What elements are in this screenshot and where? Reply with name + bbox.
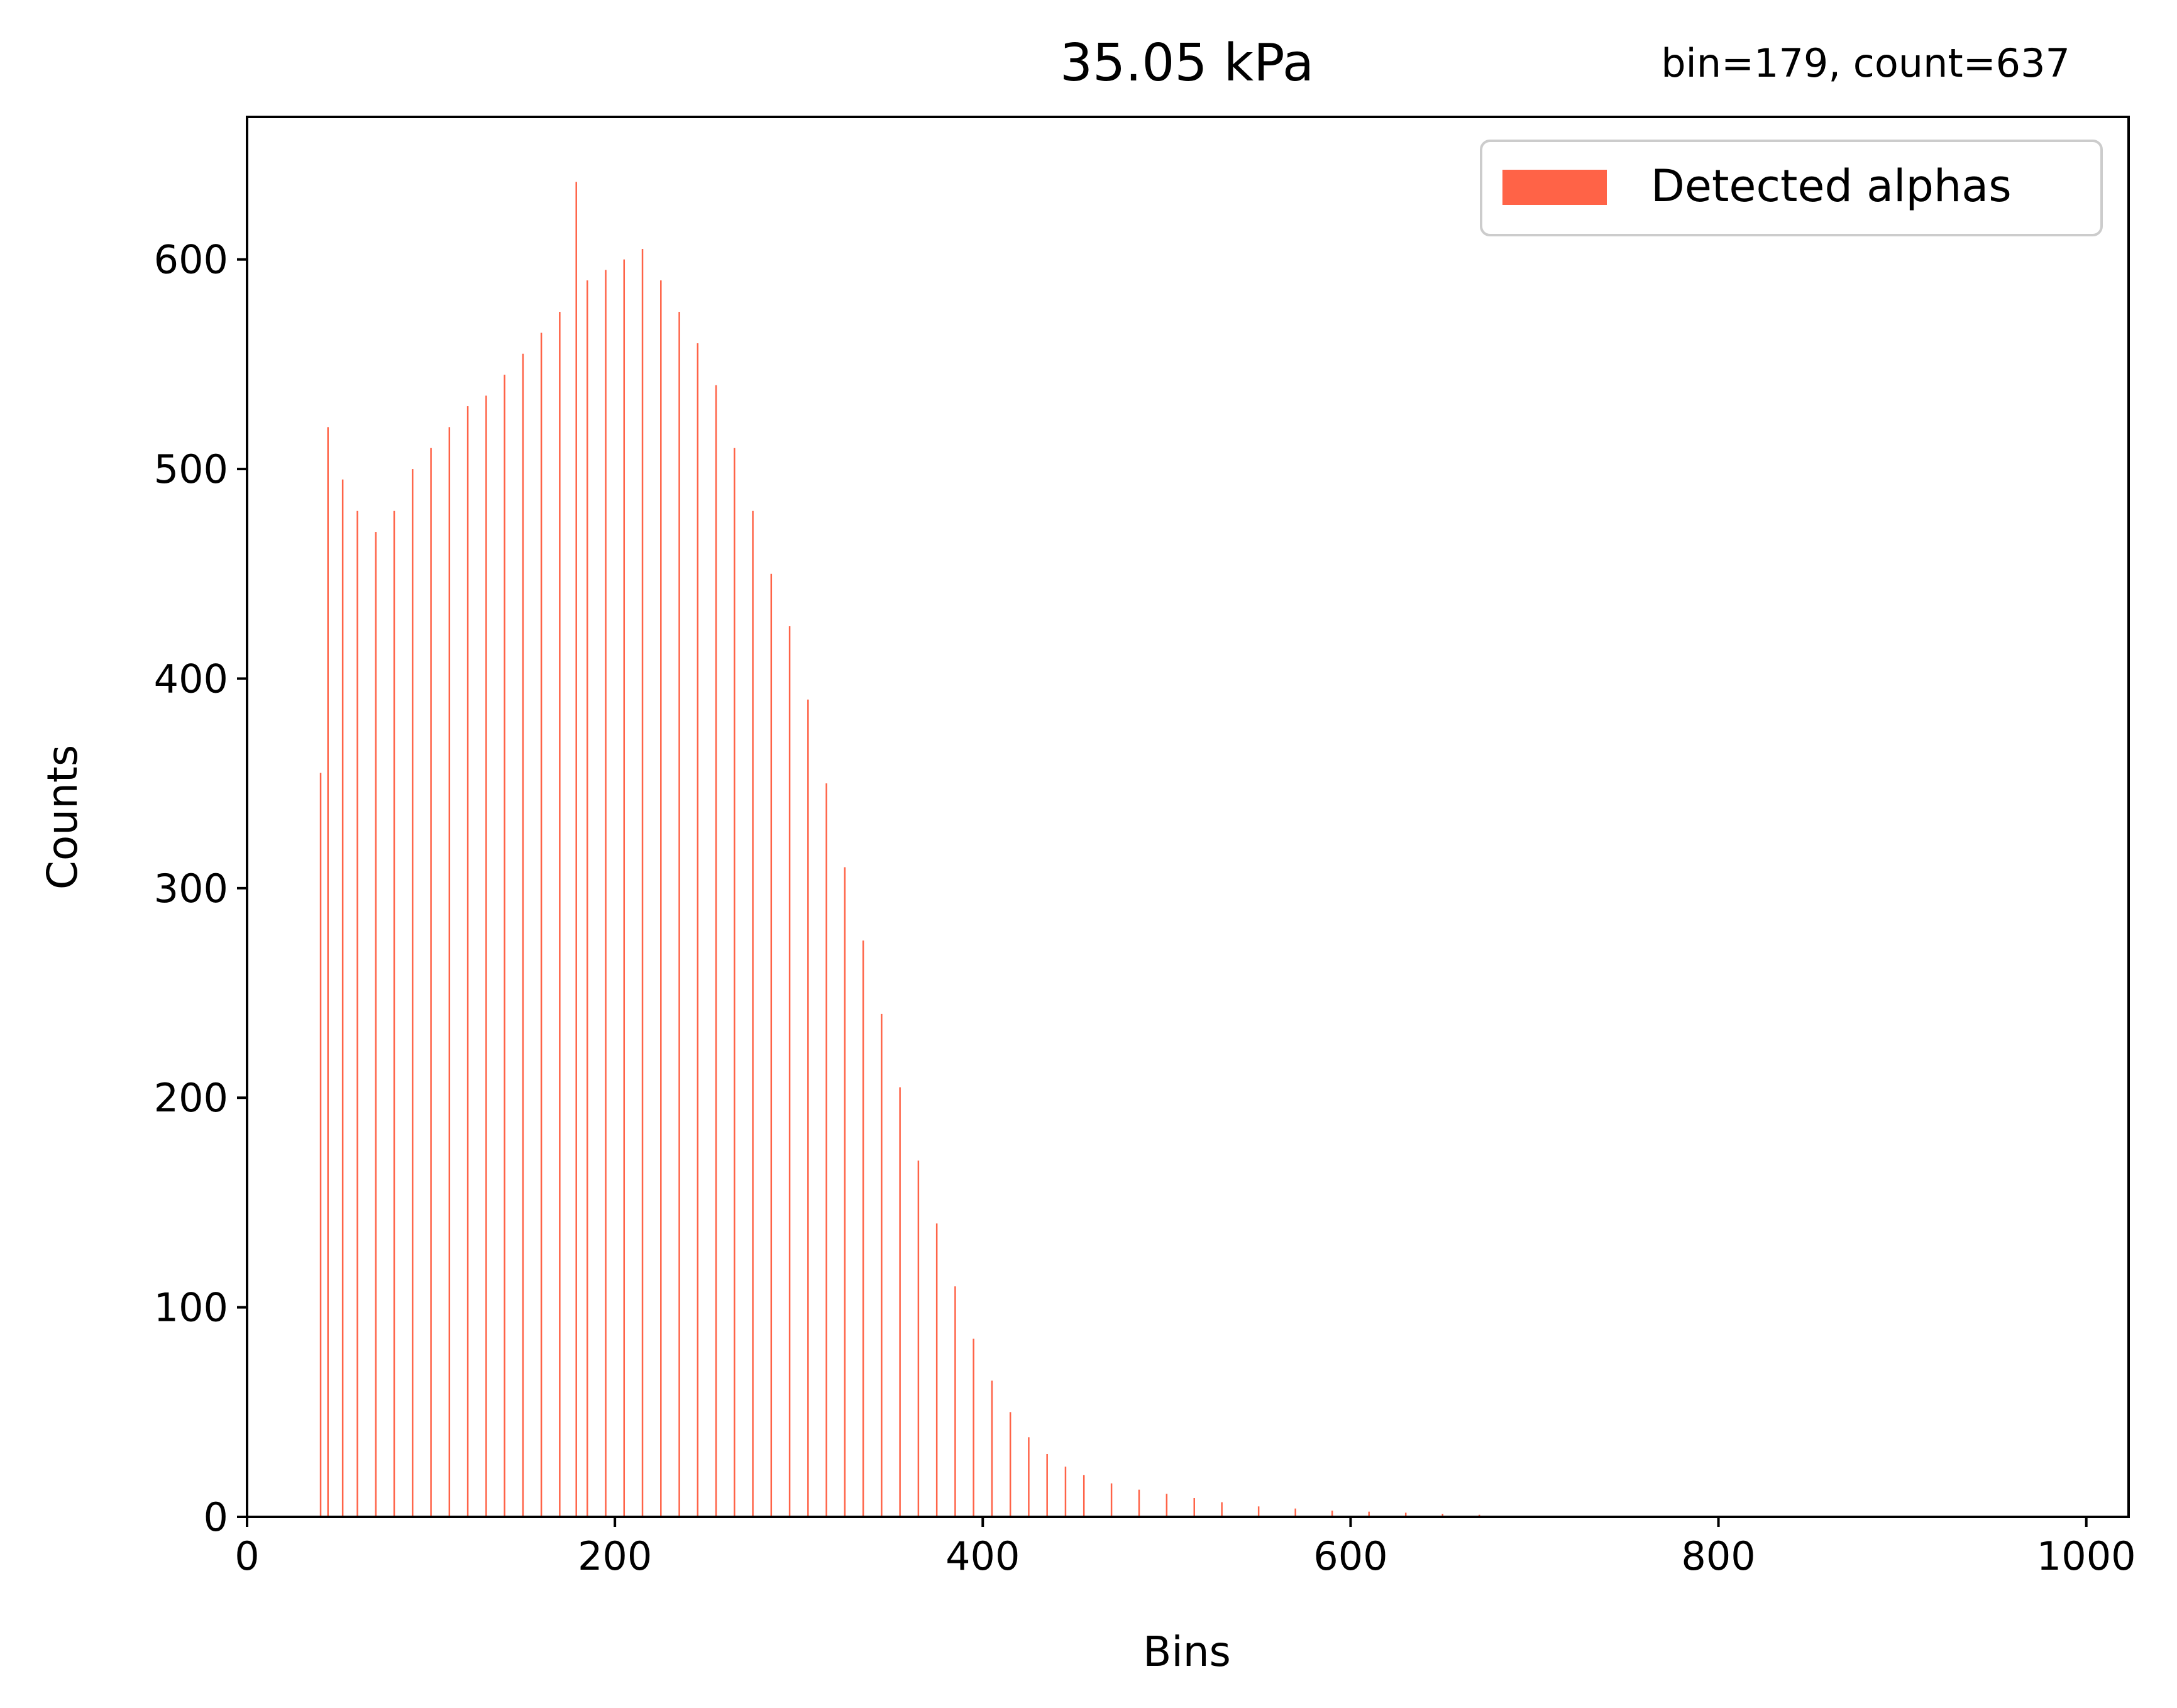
y-tick-label-300: 300 xyxy=(154,866,228,912)
bar-bin-170 xyxy=(559,312,561,1517)
bar-bin-325 xyxy=(844,867,846,1517)
bar-bin-425 xyxy=(1028,1437,1030,1517)
y-tick-label-0: 0 xyxy=(204,1494,228,1540)
bar-bin-570 xyxy=(1294,1508,1296,1517)
legend-label: Detected alphas xyxy=(1651,160,2012,212)
bar-bin-44 xyxy=(327,427,329,1518)
bar-bin-435 xyxy=(1046,1453,1048,1517)
legend-swatch xyxy=(1502,170,1607,205)
chart-title: 35.05 kPa xyxy=(1060,33,1314,93)
bar-bin-130 xyxy=(485,395,487,1517)
bar-bin-60 xyxy=(356,510,358,1517)
bar-bin-215 xyxy=(641,249,644,1517)
bar-bin-195 xyxy=(605,270,607,1517)
y-tick-label-100: 100 xyxy=(154,1285,228,1331)
bar-bin-305 xyxy=(807,699,809,1517)
bar-bin-365 xyxy=(917,1160,920,1517)
bar-bin-110 xyxy=(448,427,451,1518)
bar-bin-150 xyxy=(522,353,524,1517)
bar-bin-470 xyxy=(1110,1483,1113,1517)
bar-bin-335 xyxy=(862,940,864,1517)
bar-bin-530 xyxy=(1221,1502,1223,1517)
y-axis-label: Counts xyxy=(38,745,87,890)
bar-bin-160 xyxy=(540,333,543,1517)
bin-count-annotation: bin=179, count=637 xyxy=(1661,40,2070,86)
bar-bin-485 xyxy=(1138,1489,1140,1517)
bar-bin-395 xyxy=(973,1338,974,1517)
plot-frame xyxy=(246,116,2130,1518)
x-tick-label-800: 800 xyxy=(1681,1533,1755,1579)
bar-bin-40 xyxy=(319,773,322,1517)
bar-bin-295 xyxy=(788,626,791,1517)
y-tick-label-400: 400 xyxy=(154,656,228,702)
bar-bin-285 xyxy=(770,573,773,1517)
y-tick-label-500: 500 xyxy=(154,446,228,492)
bar-bin-445 xyxy=(1064,1466,1067,1517)
bar-bin-179 xyxy=(575,182,577,1517)
bar-bin-205 xyxy=(623,259,626,1518)
bar-bin-120 xyxy=(466,406,469,1517)
bar-bin-345 xyxy=(881,1013,883,1517)
bar-bin-650 xyxy=(1441,1514,1443,1517)
bar-bin-515 xyxy=(1193,1498,1195,1517)
bar-bin-385 xyxy=(954,1286,956,1517)
x-tick-label-200: 200 xyxy=(578,1533,652,1579)
x-axis-ticks: 0 200 400 600 800 1000 xyxy=(234,1517,2136,1579)
x-tick-label-0: 0 xyxy=(234,1533,259,1579)
legend-box xyxy=(1480,140,2103,236)
y-tick-label-600: 600 xyxy=(154,237,228,283)
bar-bin-375 xyxy=(935,1223,938,1517)
bar-bin-52 xyxy=(341,479,344,1517)
bar-bin-610 xyxy=(1368,1511,1370,1517)
x-tick-label-600: 600 xyxy=(1313,1533,1387,1579)
bar-bin-90 xyxy=(412,469,414,1517)
bar-bin-550 xyxy=(1257,1506,1260,1517)
bar-bin-500 xyxy=(1166,1494,1168,1517)
bars-group xyxy=(319,182,1517,1518)
bar-bin-265 xyxy=(734,448,736,1517)
y-axis-ticks: 0 100 200 300 400 500 600 xyxy=(154,237,247,1540)
x-tick-label-1000: 1000 xyxy=(2037,1533,2136,1579)
legend: Detected alphas xyxy=(1480,140,2103,236)
bar-bin-455 xyxy=(1083,1475,1085,1517)
bar-bin-80 xyxy=(393,510,395,1517)
bar-bin-355 xyxy=(899,1087,901,1517)
bar-bin-100 xyxy=(430,448,432,1517)
bar-bin-275 xyxy=(752,510,754,1517)
bar-bin-70 xyxy=(375,532,377,1517)
bar-bin-140 xyxy=(504,375,505,1517)
bar-bin-245 xyxy=(697,343,699,1517)
bar-bin-590 xyxy=(1331,1511,1333,1517)
x-tick-label-400: 400 xyxy=(945,1533,1020,1579)
bar-bin-255 xyxy=(715,385,717,1517)
bar-bin-415 xyxy=(1009,1412,1011,1517)
x-axis-label: Bins xyxy=(1143,1628,1231,1676)
bar-bin-405 xyxy=(991,1380,993,1517)
bar-bin-185 xyxy=(587,280,588,1517)
y-tick-label-200: 200 xyxy=(154,1075,228,1121)
bar-bin-235 xyxy=(678,312,680,1517)
bar-bin-315 xyxy=(825,783,827,1517)
bar-bin-630 xyxy=(1404,1512,1407,1517)
bar-bin-225 xyxy=(660,280,662,1517)
